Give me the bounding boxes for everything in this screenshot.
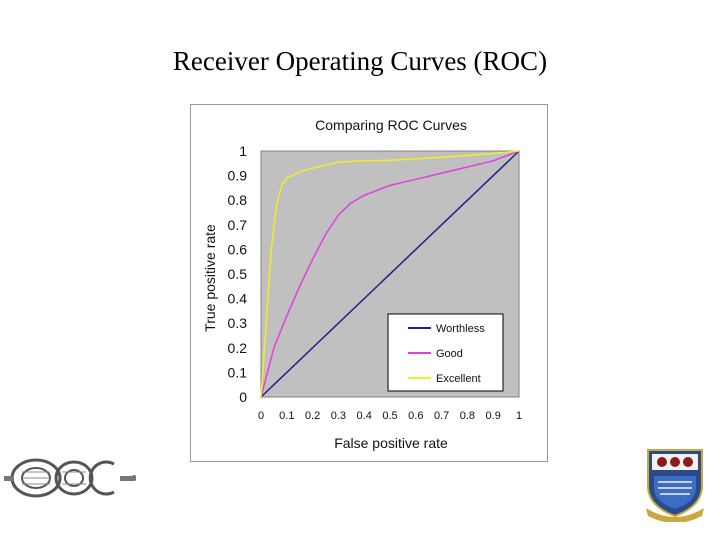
x-tick-label: 1 (516, 410, 522, 422)
y-tick-label: 0.9 (228, 168, 248, 184)
chart-title: Comparing ROC Curves (315, 117, 467, 133)
y-tick-label: 0.7 (228, 217, 248, 233)
roc-chart: Comparing ROC Curves 0 0.1 0.2 0.3 0.4 0.5 0.6 0… (190, 104, 548, 462)
y-tick-label: 0.3 (228, 315, 248, 331)
legend-label: Good (436, 348, 463, 360)
slide-title: Receiver Operating Curves (ROC) (172, 46, 548, 76)
x-tick-label: 0.4 (357, 410, 372, 422)
x-axis-label: False positive rate (334, 435, 448, 451)
legend-label: Worthless (436, 323, 485, 335)
series-line-good (260, 150, 520, 398)
y-tick-label: 0.5 (228, 266, 248, 282)
y-tick-label: 0 (239, 389, 247, 405)
x-tick-label: 0.2 (305, 410, 320, 422)
legend-box (387, 313, 504, 392)
x-tick-label: 0.6 (408, 410, 423, 422)
series-line-worthless (260, 150, 520, 398)
university-crest (646, 449, 704, 522)
x-tick-label: 0.7 (434, 410, 449, 422)
x-tick-label: 0.8 (460, 410, 475, 422)
series-line-excellent (260, 150, 520, 398)
y-tick-label: 0.4 (228, 291, 248, 307)
x-tick-label: 0.9 (486, 410, 501, 422)
x-tick-label: 0.1 (279, 410, 294, 422)
x-tick-label: 0.3 (331, 410, 346, 422)
legend-label: Excellent (436, 373, 481, 385)
y-tick-label: 0.1 (228, 364, 248, 380)
x-tick-label: 0 (258, 410, 264, 422)
y-tick-label: 0.8 (228, 192, 248, 208)
y-tick-label: 1 (239, 143, 247, 159)
x-tick-label: 0.5 (382, 410, 397, 422)
y-tick-label: 0.2 (228, 340, 248, 356)
y-axis-label: True positive rate (202, 224, 218, 332)
chart-svg: Comparing ROC Curves 0 0.1 0.2 0.3 0.4 0.5 0.6 0… (202, 117, 522, 451)
organization-logo (4, 458, 136, 498)
y-tick-label: 0.6 (228, 241, 248, 257)
